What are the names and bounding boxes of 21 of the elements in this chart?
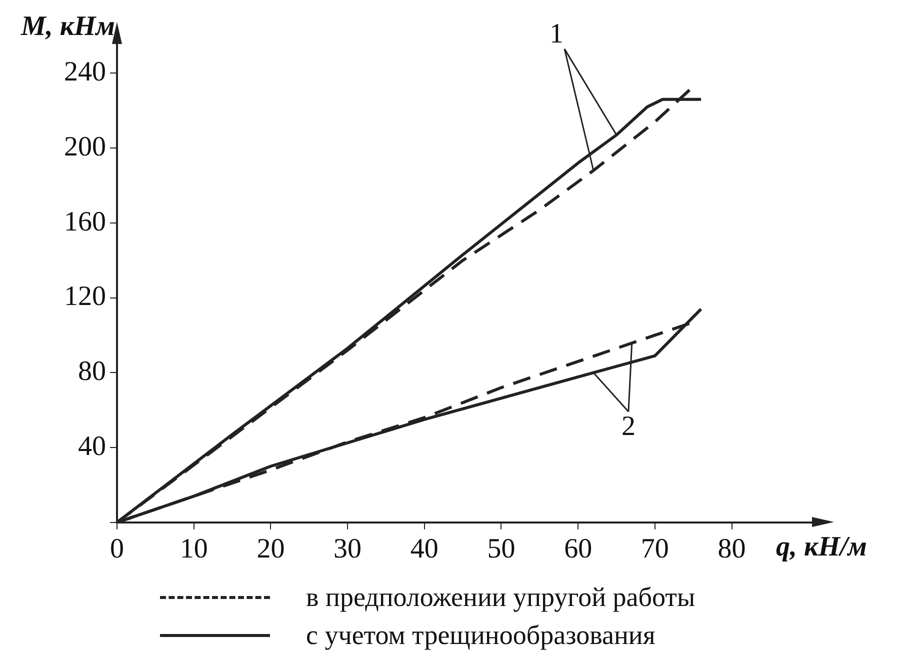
x-tick-label: 50 [487,534,516,565]
y-tick-label: 120 [64,281,106,312]
y-tick-label: 80 [78,356,106,388]
x-tick-label: 70 [640,534,669,565]
y-tick-label: 160 [64,206,106,238]
legend-label: с учетом трещинообразования [306,620,656,650]
x-tick-label: 20 [256,534,285,565]
x-tick-label: 80 [718,534,746,565]
x-tick-label: 60 [564,534,592,565]
annotation: 2 [621,411,636,442]
legend-label: в предположении упругой работы [306,582,696,612]
x-tick-label: 0 [110,534,124,565]
y-tick-label: 200 [64,131,106,162]
x-tick-label: 10 [180,534,208,565]
y-tick-label: 240 [64,56,106,88]
y-axis-title: M, кНм [20,11,115,42]
x-axis-title: q, кН/м [776,532,867,563]
annotation: 1 [550,18,564,50]
x-tick-label: 40 [410,534,438,565]
y-tick-label: 40 [78,430,106,462]
x-tick-label: 30 [334,534,362,565]
